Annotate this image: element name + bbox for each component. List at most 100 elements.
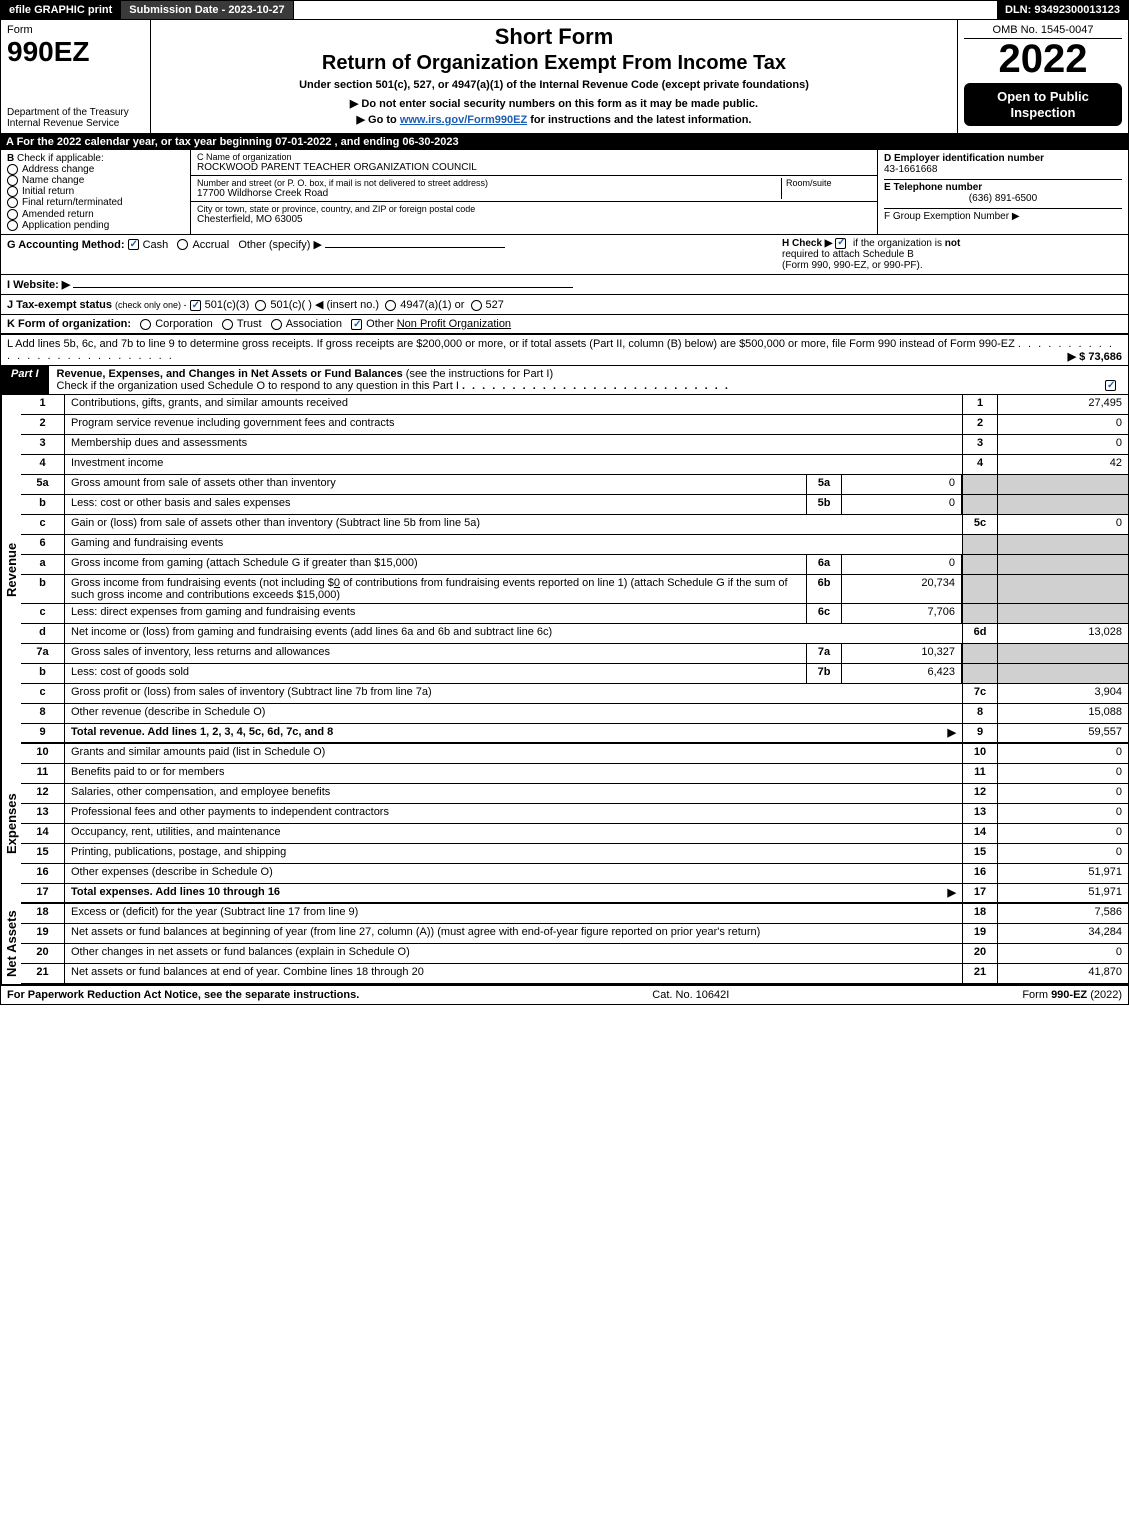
j-o3: 4947(a)(1) or [400,299,464,311]
ln5b-sn: 5b [806,495,842,514]
col-b: B Check if applicable: Address change Na… [1,150,191,234]
ln4-r: 4 [962,455,998,474]
subtitle-ssn: ▶ Do not enter social security numbers o… [159,97,949,110]
ln20-v: 0 [998,944,1128,963]
checkbox-assoc[interactable] [271,319,282,330]
checkbox-name-change[interactable] [7,175,18,186]
section-bcd: B Check if applicable: Address change Na… [0,150,1129,235]
ln16-d: Other expenses (describe in Schedule O) [65,864,962,883]
g-accrual: Accrual [192,239,229,251]
footer-center: Cat. No. 10642I [652,989,729,1001]
ln8-d: Other revenue (describe in Schedule O) [65,704,962,723]
ln10-v: 0 [998,744,1128,763]
ln7c-r: 7c [962,684,998,703]
checkbox-527[interactable] [471,300,482,311]
ln5a-shade2 [998,475,1128,494]
form-number: 990EZ [7,36,144,68]
row-k: K Form of organization: Corporation Trus… [0,315,1129,335]
ln17-v: 51,971 [998,884,1128,902]
ln14-n: 14 [21,824,65,843]
checkbox-address-change[interactable] [7,164,18,175]
ln7a-sv: 10,327 [842,644,962,663]
j-o1: 501(c)(3) [205,299,250,311]
ln6c-d: Less: direct expenses from gaming and fu… [65,604,806,623]
expenses-vlabel: Expenses [1,744,21,904]
ln14-d: Occupancy, rent, utilities, and maintena… [65,824,962,843]
ln6c-shade2 [998,604,1128,623]
k-corp: Corporation [155,318,212,330]
title-return: Return of Organization Exempt From Incom… [159,52,949,75]
checkbox-h[interactable] [835,238,846,249]
dln: DLN: 93492300013123 [997,1,1128,19]
subtitle-goto: ▶ Go to www.irs.gov/Form990EZ for instru… [159,113,949,126]
checkbox-accrual[interactable] [177,239,188,250]
ln7b-shade2 [998,664,1128,683]
footer-right-form: 990-EZ [1051,989,1087,1001]
irs-link[interactable]: www.irs.gov/Form990EZ [400,114,527,126]
checkbox-4947[interactable] [385,300,396,311]
ln7a-n: 7a [21,644,65,663]
ln19-n: 19 [21,924,65,943]
ln6a-d: Gross income from gaming (attach Schedul… [65,555,806,574]
ln13-d: Professional fees and other payments to … [65,804,962,823]
goto-post: for instructions and the latest informat… [530,114,751,126]
ln19-v: 34,284 [998,924,1128,943]
footer-right-pre: Form [1022,989,1051,1001]
ln5c-n: c [21,515,65,534]
ln1-n: 1 [21,395,65,414]
efile-label[interactable]: efile GRAPHIC print [1,1,121,19]
pi-check: Check if the organization used Schedule … [57,380,459,392]
ln1-v: 27,495 [998,395,1128,414]
checkbox-initial-return[interactable] [7,186,18,197]
checkbox-other-org[interactable] [351,319,362,330]
ln11-v: 0 [998,764,1128,783]
street-label: Number and street (or P. O. box, if mail… [197,178,781,188]
row-i: I Website: ▶ [0,275,1129,295]
ln5b-n: b [21,495,65,514]
ln7a-d: Gross sales of inventory, less returns a… [65,644,806,663]
ln11-r: 11 [962,764,998,783]
goto-pre: ▶ Go to [357,114,400,126]
checkbox-final-return[interactable] [7,197,18,208]
b-letter: B [7,153,14,164]
checkbox-501c3[interactable] [190,300,201,311]
ln7b-sn: 7b [806,664,842,683]
checkbox-trust[interactable] [222,319,233,330]
checkbox-cash[interactable] [128,239,139,250]
checkbox-app-pending[interactable] [7,220,18,231]
city-label: City or town, state or province, country… [197,204,871,214]
dept-treasury: Department of the Treasury Internal Reve… [7,107,144,129]
ln15-v: 0 [998,844,1128,863]
checkbox-corp[interactable] [140,319,151,330]
ln7a-shade2 [998,644,1128,663]
g-other: Other (specify) ▶ [238,239,322,251]
ln7b-sv: 6,423 [842,664,962,683]
ln2-r: 2 [962,415,998,434]
l-text: L Add lines 5b, 6c, and 7b to line 9 to … [7,338,1015,350]
ln17-d: Total expenses. Add lines 10 through 16 … [65,884,962,902]
ln6c-n: c [21,604,65,623]
ln9-d: Total revenue. Add lines 1, 2, 3, 4, 5c,… [65,724,962,742]
g-cash: Cash [143,239,169,251]
ln17-n: 17 [21,884,65,902]
ln6b-d: Gross income from fundraising events (no… [65,575,806,603]
j-o2: 501(c)( ) ◀ (insert no.) [270,299,379,311]
checkbox-501c[interactable] [255,300,266,311]
checkbox-schedule-o[interactable] [1105,380,1116,391]
ln5b-d: Less: cost or other basis and sales expe… [65,495,806,514]
g-other-input[interactable] [325,247,505,248]
row-j: J Tax-exempt status (check only one) - 5… [0,295,1129,315]
ln6d-n: d [21,624,65,643]
ln17-dt: Total expenses. Add lines 10 through 16 [71,886,280,898]
checkbox-amended[interactable] [7,209,18,220]
tax-year: 2022 [964,39,1122,79]
ln1-r: 1 [962,395,998,414]
b-check-if: Check if applicable: [17,153,104,164]
footer: For Paperwork Reduction Act Notice, see … [0,985,1129,1005]
ln8-r: 8 [962,704,998,723]
website-input[interactable] [73,287,573,288]
ln2-v: 0 [998,415,1128,434]
subtitle-code: Under section 501(c), 527, or 4947(a)(1)… [159,79,949,91]
b-item-5: Application pending [22,220,109,231]
ln6d-d: Net income or (loss) from gaming and fun… [65,624,962,643]
